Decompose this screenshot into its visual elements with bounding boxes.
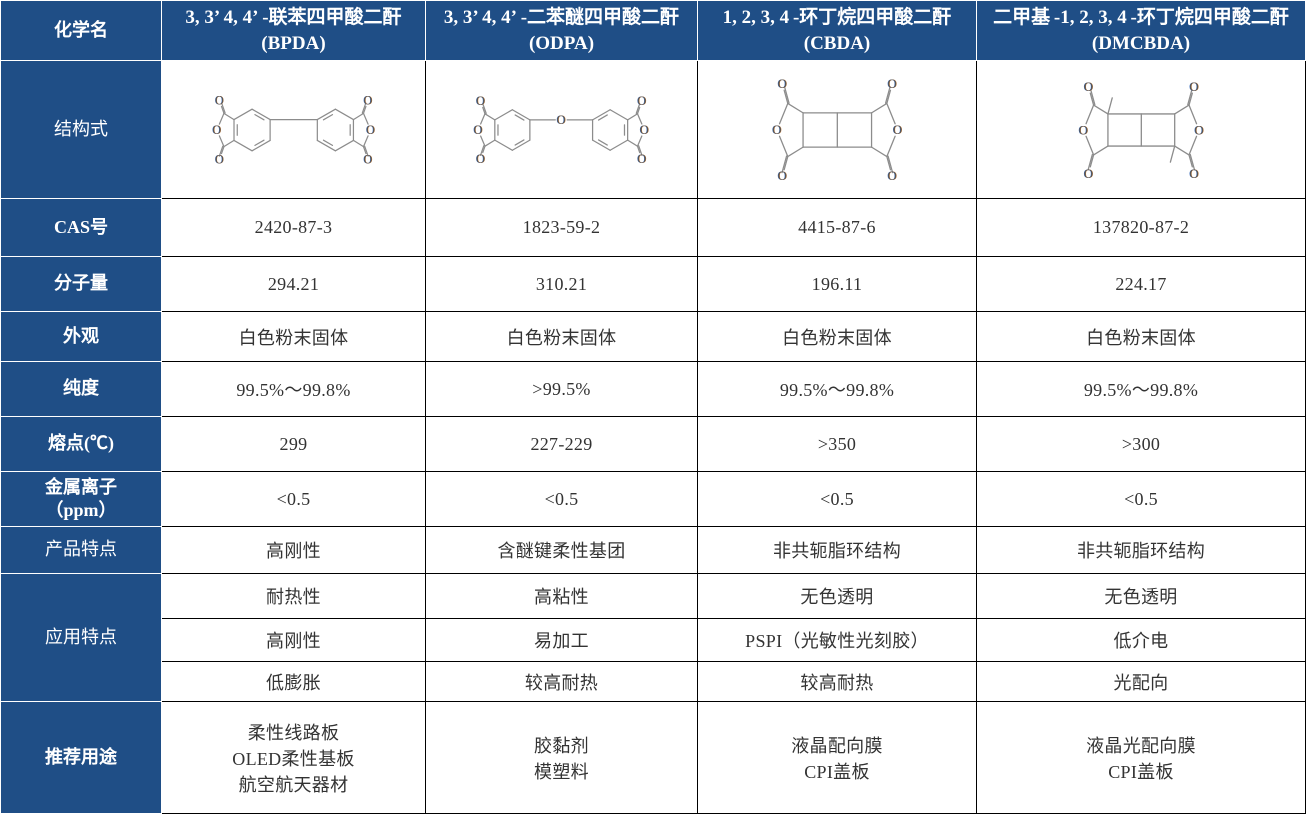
svg-text:O: O (887, 169, 896, 183)
svg-text:O: O (777, 169, 786, 183)
svg-text:O: O (1194, 122, 1204, 137)
svg-text:O: O (1189, 165, 1199, 180)
svg-text:O: O (893, 123, 902, 137)
svg-text:O: O (1083, 165, 1093, 180)
svg-text:O: O (887, 76, 896, 90)
svg-text:O: O (640, 123, 649, 137)
svg-text:O: O (772, 123, 781, 137)
svg-text:O: O (557, 112, 566, 126)
svg-text:O: O (1083, 79, 1093, 94)
svg-text:O: O (1189, 79, 1199, 94)
svg-text:O: O (212, 123, 221, 137)
svg-text:O: O (215, 152, 224, 166)
svg-text:O: O (638, 151, 647, 165)
svg-text:O: O (777, 76, 786, 90)
svg-text:O: O (476, 94, 485, 108)
svg-text:O: O (363, 93, 372, 107)
svg-text:O: O (476, 151, 485, 165)
svg-text:O: O (366, 123, 375, 137)
svg-text:O: O (638, 94, 647, 108)
svg-text:O: O (474, 123, 483, 137)
svg-text:O: O (1078, 122, 1088, 137)
svg-text:O: O (363, 152, 372, 166)
svg-text:O: O (215, 93, 224, 107)
